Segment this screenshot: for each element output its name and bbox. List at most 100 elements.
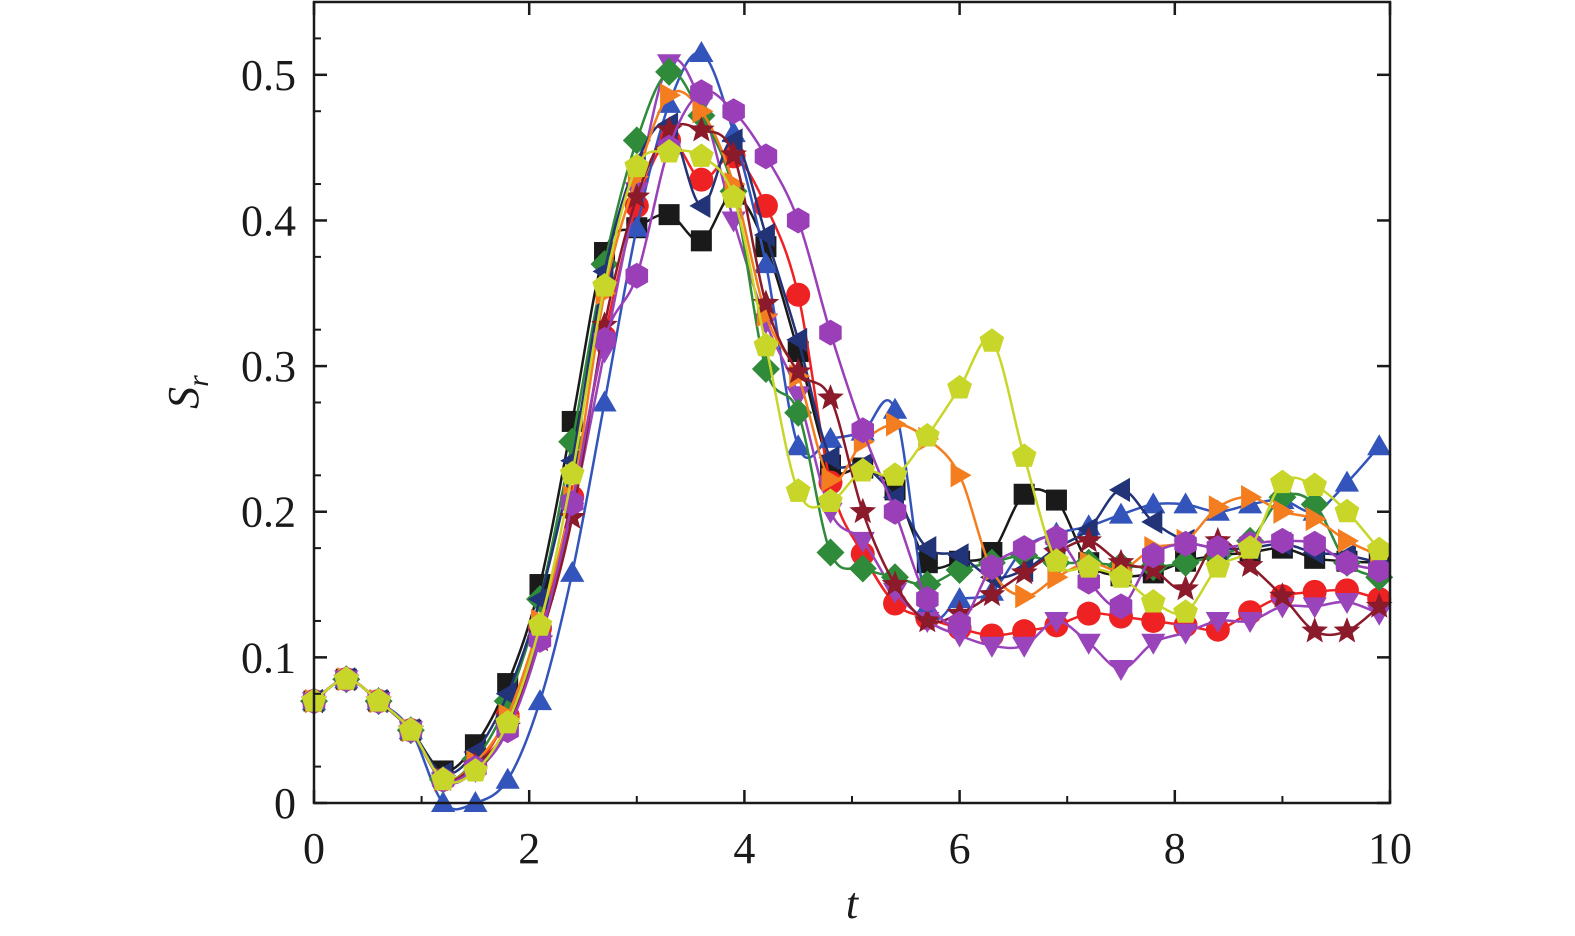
x-tick-label: 10 [1368, 824, 1412, 873]
series-layer [300, 41, 1394, 812]
data-point [1109, 477, 1130, 502]
data-point [1044, 548, 1069, 572]
data-point [948, 610, 971, 637]
data-point [1141, 633, 1166, 655]
data-point [495, 681, 517, 706]
x-tick-label: 2 [518, 824, 540, 873]
data-point [1338, 528, 1359, 553]
data-point [1140, 556, 1167, 582]
data-point [1075, 526, 1102, 553]
data-point [1334, 470, 1360, 492]
data-point [850, 457, 876, 482]
data-point [751, 355, 780, 383]
data-point [592, 273, 617, 297]
data-point [1076, 554, 1102, 578]
data-point [1334, 498, 1360, 523]
data-point [689, 193, 711, 218]
data-point [656, 139, 682, 163]
series-line [313, 70, 1380, 783]
data-point [818, 445, 840, 470]
ticks-layer: 0 2 4 6 8 10 0 0.1 0.2 0.3 0.4 0.5 [241, 2, 1412, 873]
data-point [1174, 530, 1197, 557]
data-point [1012, 636, 1037, 658]
data-point [690, 230, 712, 252]
series-line [313, 58, 1380, 785]
series-line [313, 139, 1380, 783]
data-point [591, 311, 618, 337]
data-point [816, 538, 845, 567]
data-point [592, 390, 617, 412]
data-point [916, 586, 939, 613]
y-tick-label: 0 [274, 779, 296, 828]
data-point [821, 467, 843, 492]
x-tick-label: 8 [1164, 824, 1186, 873]
data-point [947, 543, 969, 568]
data-point [882, 462, 908, 486]
data-point [655, 116, 683, 142]
data-point [1208, 495, 1230, 520]
series-pentagon [301, 139, 1392, 791]
data-point [950, 463, 972, 488]
data-point [1205, 612, 1230, 633]
series-line [313, 192, 1380, 773]
data-point [1076, 601, 1101, 626]
data-point [786, 282, 811, 307]
data-point [625, 262, 649, 289]
data-point [1366, 536, 1392, 561]
data-point [1142, 542, 1165, 569]
data-point [882, 397, 908, 419]
data-point [690, 79, 713, 106]
series-line [313, 122, 1380, 783]
data-point [753, 222, 775, 248]
data-point [848, 554, 877, 583]
data-point [1335, 549, 1359, 576]
series-star [300, 116, 1393, 791]
data-point [818, 488, 843, 512]
data-point [658, 204, 680, 226]
data-point [1011, 443, 1037, 467]
data-point [1109, 593, 1133, 620]
data-point [1238, 612, 1263, 633]
data-point [1173, 492, 1198, 514]
data-point [1273, 499, 1295, 524]
series-triangle-up [301, 41, 1392, 812]
data-point [1205, 554, 1231, 578]
data-point [1300, 490, 1329, 519]
data-point [692, 99, 714, 124]
data-point [1270, 469, 1295, 494]
series-circle [302, 128, 1392, 792]
data-point [623, 183, 651, 209]
data-point [786, 434, 811, 456]
data-point [1173, 599, 1198, 623]
y-axis-label-subscript: r [182, 375, 215, 387]
data-point [398, 717, 424, 741]
series-diamond [300, 57, 1394, 794]
data-point [1206, 535, 1230, 562]
data-point [947, 374, 972, 399]
data-point [1141, 509, 1163, 534]
data-point [495, 767, 520, 789]
data-point [784, 398, 813, 427]
data-point [979, 328, 1005, 352]
data-point [624, 153, 650, 178]
data-point [1045, 489, 1067, 511]
data-point [688, 116, 715, 142]
y-axis-label: Sr [159, 375, 215, 409]
data-point [1302, 472, 1327, 496]
data-point [527, 689, 553, 711]
data-point [1271, 527, 1294, 554]
data-point [1108, 502, 1134, 524]
data-point [753, 252, 778, 274]
data-point [786, 327, 808, 352]
data-point [784, 357, 812, 384]
data-point [785, 478, 811, 502]
series-triangle-right [305, 83, 1392, 792]
x-tick-label: 0 [303, 824, 325, 873]
data-point [1301, 617, 1328, 643]
data-point [720, 140, 747, 167]
data-point [1108, 564, 1134, 588]
series-triangle-down [301, 54, 1392, 794]
y-axis-label-main: S [159, 387, 208, 409]
